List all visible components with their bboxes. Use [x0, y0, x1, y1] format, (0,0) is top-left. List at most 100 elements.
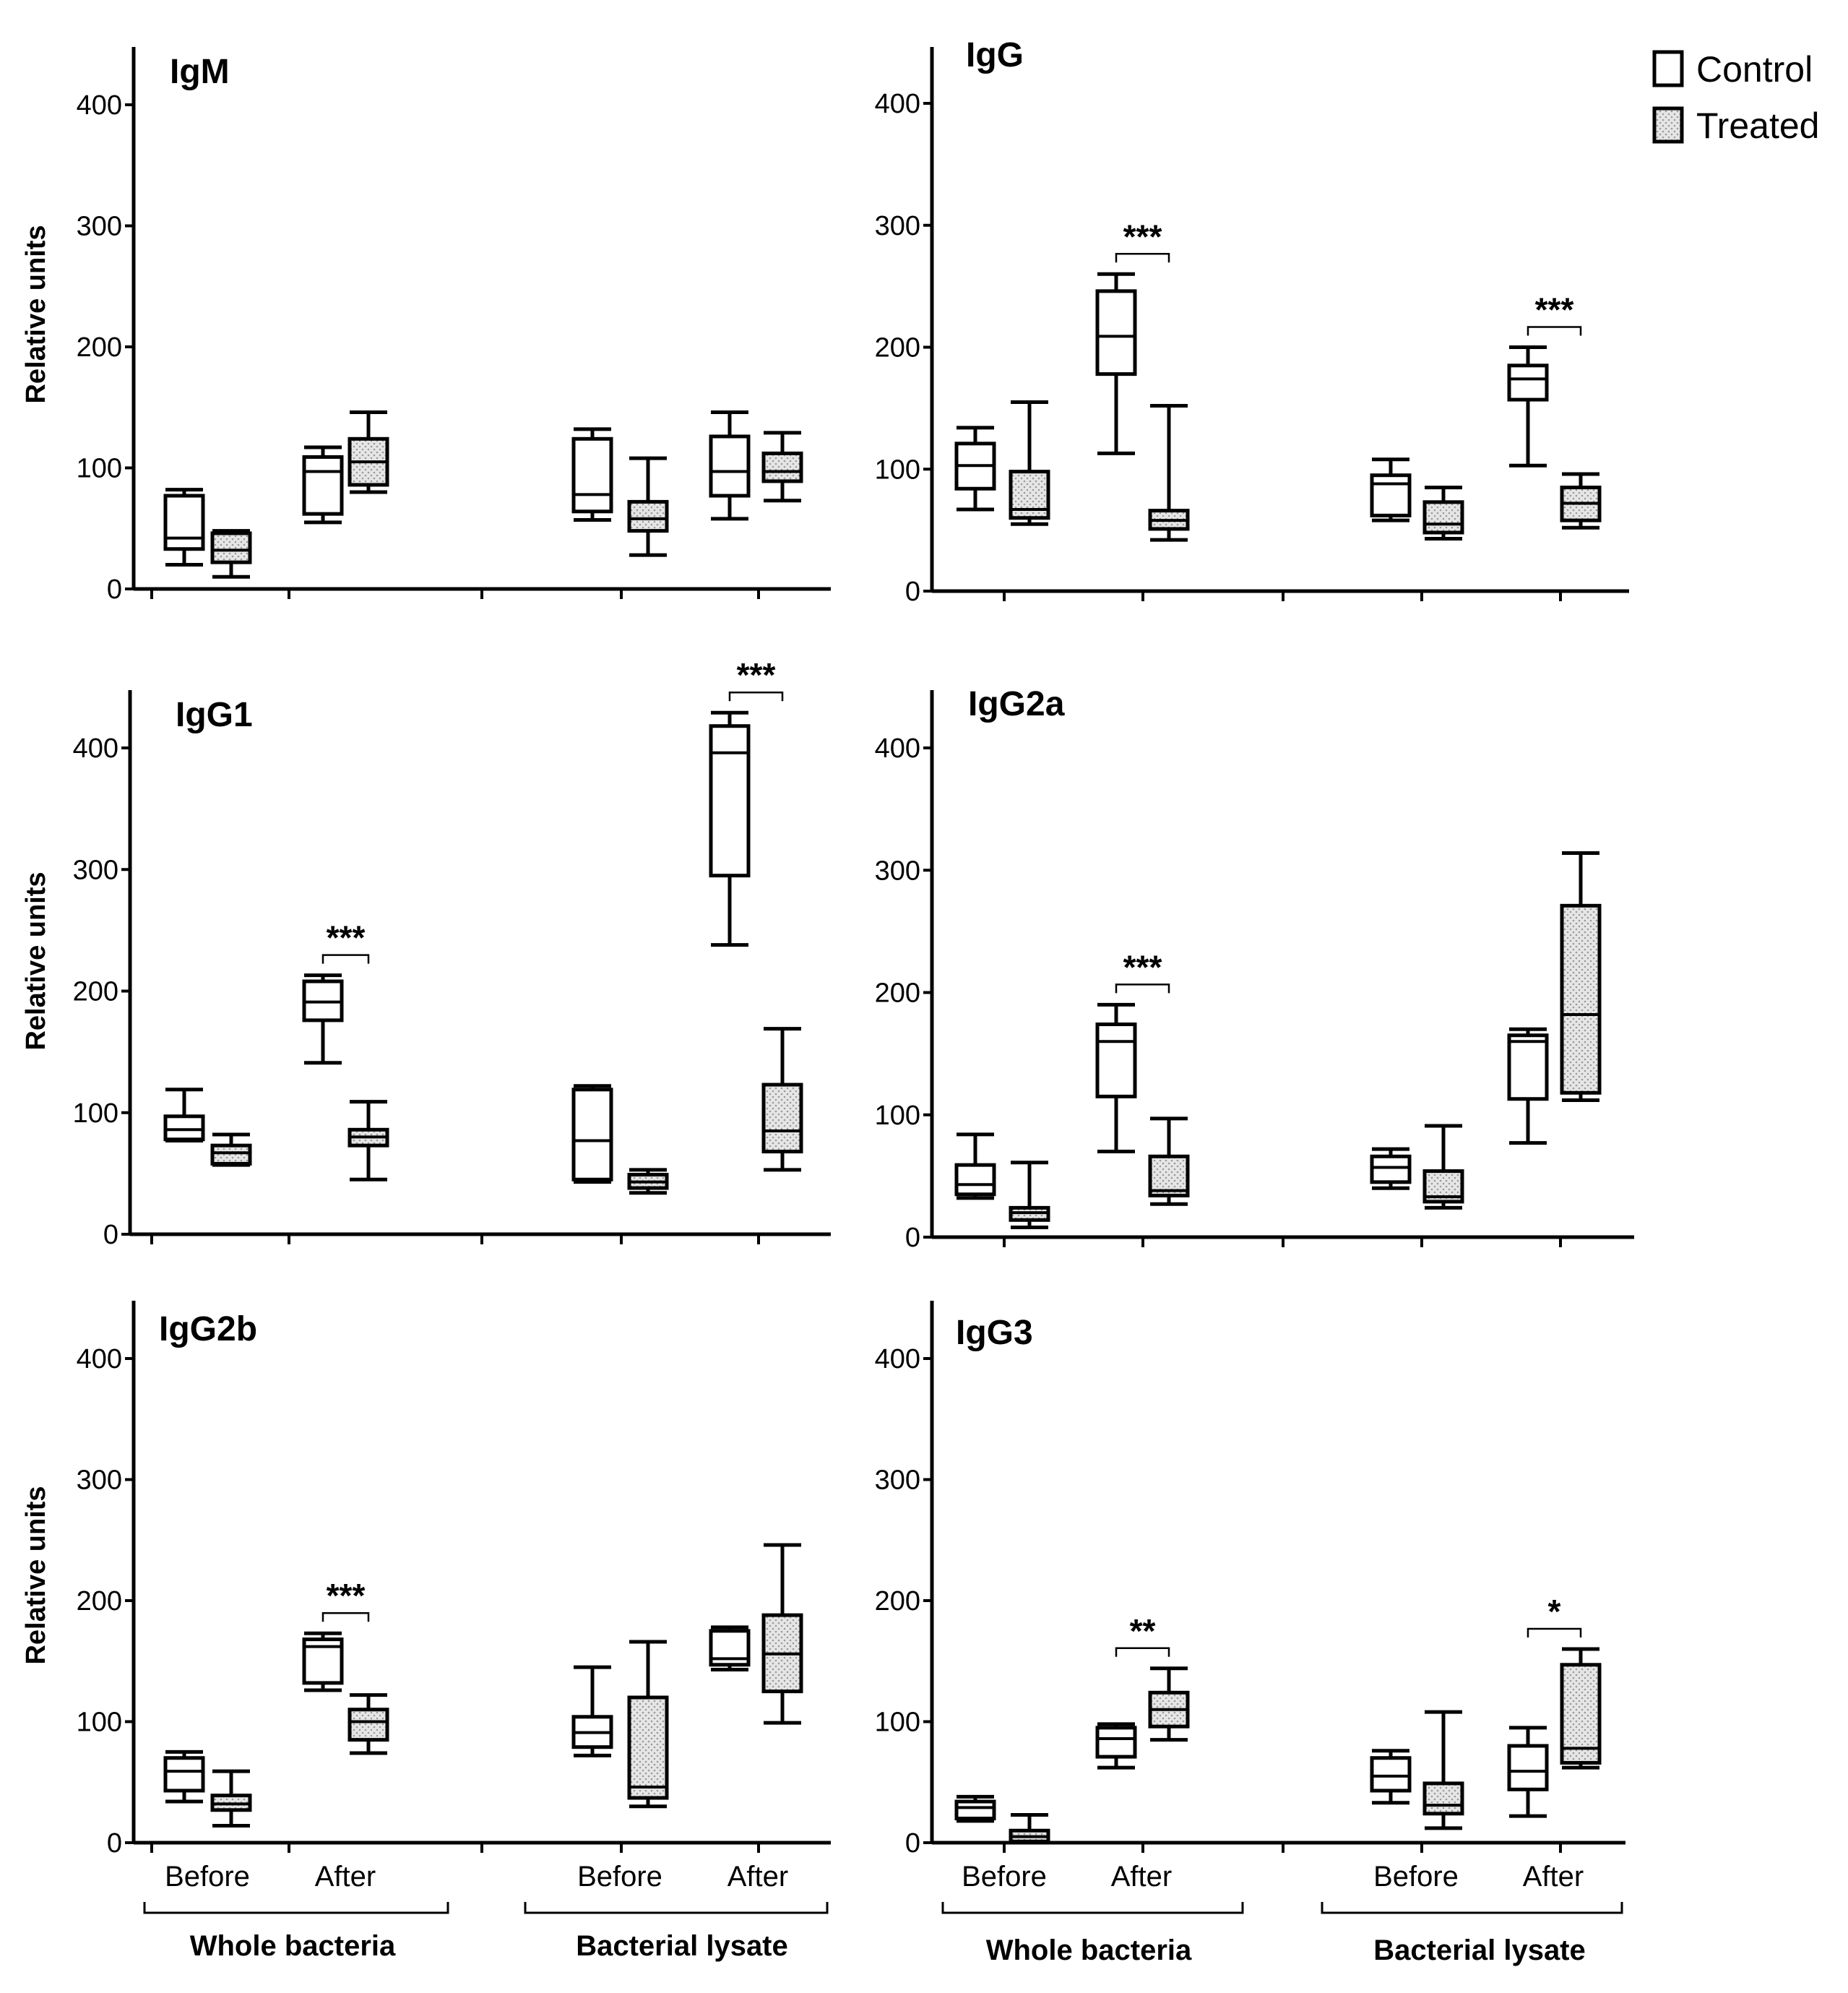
y-axis-label: Relative units [21, 225, 51, 403]
significance-marker: *** [321, 1577, 370, 1622]
box-bacterial-lysate-before-treated [627, 1640, 669, 1809]
y-tick-label: 200 [875, 333, 920, 363]
significance-label: *** [1123, 218, 1162, 255]
box-iqr [1095, 1726, 1137, 1759]
y-tick-label: 400 [875, 1344, 920, 1374]
significance-marker: *** [321, 919, 370, 964]
box-iqr [1507, 1744, 1549, 1791]
y-axis-label: Relative units [21, 871, 51, 1050]
significance-label: *** [737, 656, 776, 694]
y-tick-label: 300 [875, 1465, 920, 1496]
panel-igg2b: 0 100 200 300 400 IgG2b Relative units *** [21, 1301, 831, 1859]
y-tick-label: 100 [77, 454, 122, 484]
box-whole-bacteria-after-control [302, 1631, 344, 1692]
y-tick-label: 0 [905, 1828, 920, 1859]
significance-bracket [1115, 983, 1170, 994]
y-tick-label: 400 [73, 733, 118, 764]
box-iqr [302, 455, 344, 516]
box-whole-bacteria-before-control [163, 1749, 205, 1804]
box-whole-bacteria-after-control [1095, 1722, 1137, 1770]
box-bacterial-lysate-after-control [1507, 345, 1549, 468]
significance-bracket [1115, 1647, 1170, 1657]
x-labels-left: Before After Before After Whole bacteria… [143, 1861, 829, 1962]
y-tick-label: 200 [875, 1586, 920, 1617]
panel-title: IgG3 [956, 1314, 1033, 1352]
significance-label: *** [327, 1577, 366, 1614]
significance-bracket [1115, 253, 1170, 263]
panel-title: IgG1 [176, 696, 253, 734]
box-bacterial-lysate-before-control [571, 1084, 613, 1184]
box-iqr [709, 434, 751, 498]
box-iqr [761, 451, 803, 483]
significance-bracket [1527, 326, 1582, 336]
y-tick-label: 300 [875, 856, 920, 886]
significance-marker: *** [1115, 948, 1170, 994]
box-bacterial-lysate-before-control [1370, 457, 1412, 522]
box-iqr [627, 499, 669, 533]
box-whole-bacteria-before-treated [1009, 1812, 1050, 1845]
x-labels-right: Before After Before After Whole bacteria… [941, 1861, 1623, 1966]
box-iqr [571, 436, 613, 514]
box-bacterial-lysate-before-control [571, 1665, 613, 1757]
box-iqr [1095, 289, 1137, 376]
y-tick-label: 100 [77, 1708, 122, 1738]
group-label-lysate-left: Bacterial lysate [576, 1930, 788, 1962]
box-iqr [163, 1114, 205, 1142]
box-iqr [571, 1088, 613, 1181]
box-iqr [1560, 903, 1602, 1095]
panel-igg: 0 100 200 300 400 IgG *** *** [875, 36, 1629, 607]
y-tick-label: 0 [107, 1828, 122, 1859]
panel-title: IgG2b [159, 1310, 257, 1348]
y-tick-label: 100 [875, 1708, 920, 1738]
box-bacterial-lysate-before-control [571, 427, 613, 522]
significance-marker: *** [728, 656, 784, 702]
panel-igm: 0 100 200 300 400 IgM Relative units [21, 47, 831, 605]
y-tick-label: 400 [875, 89, 920, 119]
box-whole-bacteria-before-treated [210, 529, 252, 579]
box-iqr [1507, 363, 1549, 402]
x-label-after-lysate-right: After [1523, 1861, 1584, 1893]
box-iqr [954, 1799, 996, 1821]
panel-title: IgM [170, 53, 230, 91]
significance-marker: *** [1115, 218, 1170, 263]
box-whole-bacteria-after-treated [347, 1693, 389, 1755]
box-iqr [954, 1163, 996, 1197]
box-bacterial-lysate-after-treated [1560, 851, 1602, 1102]
panel-title: IgG [966, 36, 1024, 74]
box-whole-bacteria-after-control [302, 973, 344, 1065]
box-iqr [709, 724, 751, 878]
box-iqr [163, 1756, 205, 1793]
y-tick-label: 300 [875, 211, 920, 241]
box-iqr [1370, 473, 1412, 517]
box-whole-bacteria-before-control [954, 1132, 996, 1200]
box-bacterial-lysate-before-control [1370, 1749, 1412, 1805]
y-tick-label: 200 [73, 977, 118, 1007]
y-axis-label: Relative units [21, 1486, 51, 1664]
y-tick-label: 0 [107, 574, 122, 605]
y-tick-label: 100 [875, 1101, 920, 1131]
x-label-before-lysate-left: Before [577, 1861, 662, 1893]
y-tick-label: 200 [77, 332, 122, 363]
x-label-after-lysate-left: After [727, 1861, 788, 1893]
x-label-before-whole-left: Before [165, 1861, 250, 1893]
box-bacterial-lysate-after-treated [761, 1543, 803, 1725]
y-tick-label: 300 [77, 212, 122, 242]
legend-treated-label: Treated [1696, 106, 1819, 146]
y-tick-label: 100 [73, 1098, 118, 1129]
panel-title: IgG2a [968, 685, 1065, 723]
box-iqr [1422, 1781, 1464, 1816]
significance-bracket [321, 1611, 370, 1622]
panel-igg2a: 0 100 200 300 400 IgG2a *** [875, 685, 1634, 1253]
box-iqr [210, 1143, 252, 1166]
box-iqr [1148, 1154, 1190, 1197]
box-whole-bacteria-before-control [954, 426, 996, 512]
box-iqr [1422, 500, 1464, 535]
box-iqr [210, 531, 252, 564]
box-iqr [761, 1082, 803, 1154]
box-whole-bacteria-before-control [163, 1088, 205, 1142]
box-iqr [627, 1695, 669, 1800]
bracket-whole-right [941, 1902, 1244, 1914]
x-label-before-lysate-right: Before [1373, 1861, 1459, 1893]
x-label-after-whole-left: After [315, 1861, 376, 1893]
box-iqr [163, 494, 205, 551]
